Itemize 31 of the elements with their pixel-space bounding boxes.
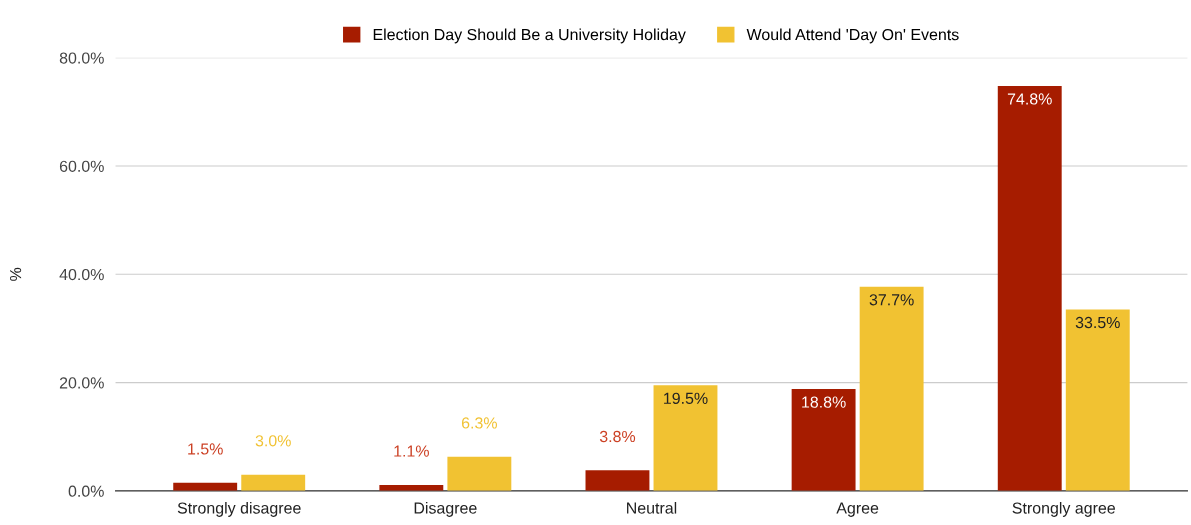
- y-tick-label: 40.0%: [59, 268, 104, 281]
- data-label: 3.0%: [255, 435, 291, 447]
- data-label: 6.3%: [461, 417, 497, 429]
- bar: [1065, 309, 1130, 491]
- bar: [859, 286, 924, 491]
- bar: [447, 456, 512, 491]
- data-label: 37.7%: [869, 294, 914, 306]
- bar: [791, 389, 856, 491]
- data-label: 18.8%: [802, 396, 846, 408]
- y-axis-title: %: [10, 267, 22, 281]
- x-tick-label: Neutral: [627, 501, 677, 514]
- y-tick-label: 20.0%: [59, 377, 104, 389]
- bar: [997, 85, 1062, 491]
- bar: [241, 474, 306, 491]
- y-tick-label: 0.0%: [68, 485, 104, 497]
- bar: [653, 385, 718, 491]
- data-label: 1.1%: [394, 445, 429, 457]
- data-label: 19.5%: [664, 392, 708, 404]
- data-label: 3.8%: [599, 430, 636, 443]
- x-tick-label: Disagree: [414, 501, 477, 517]
- x-tick-label: Strongly disagree: [177, 501, 301, 517]
- bar: [585, 470, 650, 491]
- y-tick-label: 60.0%: [59, 160, 104, 172]
- x-tick-label: Agree: [836, 502, 879, 517]
- legend-label: Election Day Should Be a University Holiday: [373, 28, 686, 44]
- data-label: 1.5%: [188, 443, 223, 455]
- data-label: 74.8%: [1007, 93, 1052, 105]
- x-tick-label: Strongly agree: [1012, 501, 1115, 517]
- y-tick-label: 80.0%: [59, 52, 104, 64]
- data-label: 33.5%: [1075, 316, 1120, 329]
- legend-label: Would Attend 'Day On' Events: [746, 28, 959, 44]
